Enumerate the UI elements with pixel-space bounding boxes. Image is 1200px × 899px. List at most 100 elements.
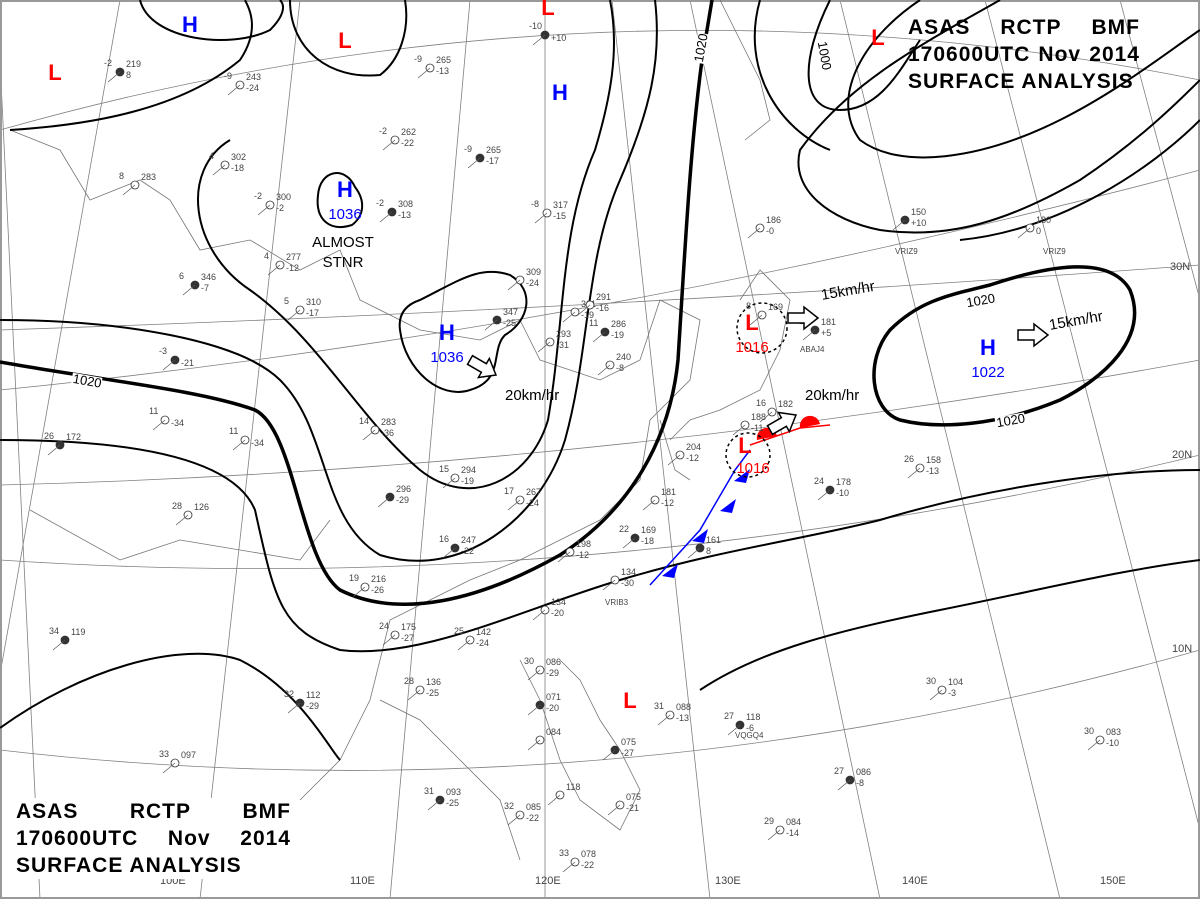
isobar-label-bg bbox=[964, 292, 997, 311]
station-plot: 22 169-18 bbox=[619, 524, 656, 549]
station-plot: 181-12 bbox=[642, 487, 676, 511]
wind-barb bbox=[607, 804, 621, 816]
station-temperature: 34 bbox=[49, 626, 59, 636]
wind-barb bbox=[667, 454, 681, 466]
wind-barb bbox=[379, 211, 393, 223]
isobar-label: 1000 bbox=[815, 40, 835, 71]
station-tendency: +10 bbox=[911, 218, 926, 228]
station-temperature: -2 bbox=[379, 126, 387, 136]
station-temperature: 16 bbox=[756, 398, 766, 408]
station-plot: 296-29 bbox=[377, 484, 411, 508]
wind-barb bbox=[122, 184, 136, 196]
station-pressure: 084 bbox=[786, 817, 801, 827]
high-pressure-symbol: H bbox=[980, 335, 996, 360]
station-temperature: 32 bbox=[284, 689, 294, 699]
station-pressure: 169 bbox=[641, 525, 656, 535]
isobar bbox=[959, 119, 1200, 241]
station-pressure: 119 bbox=[71, 627, 85, 637]
station-plot: 30 086-29 bbox=[524, 656, 561, 681]
wind-barb bbox=[212, 164, 226, 176]
station-plot: 11 -34 bbox=[149, 406, 184, 431]
wind-barb bbox=[532, 609, 546, 621]
station-tendency: -17 bbox=[306, 308, 319, 318]
station-tendency: -25 bbox=[426, 688, 439, 698]
station-plot: 134-30 bbox=[602, 567, 636, 591]
coastlines bbox=[9, 0, 791, 861]
station-plot: 134-20 bbox=[532, 597, 566, 621]
station-plot: -2 308-13 bbox=[376, 198, 413, 223]
station-plot: 25 142-24 bbox=[454, 626, 491, 651]
station-plot: -8 317-15 bbox=[531, 199, 568, 224]
station-plot: 27 118-6 bbox=[724, 711, 760, 736]
isobar-closed bbox=[398, 270, 528, 393]
title-block-top-right: ASAS RCTP BMF 170600UTC Nov 2014 SURFACE ANALY… bbox=[908, 14, 1140, 95]
station-tendency: -12 bbox=[286, 263, 299, 273]
station-tendency: 8 bbox=[126, 70, 131, 80]
longitude-label: 130E bbox=[715, 875, 741, 887]
wind-barb bbox=[759, 411, 773, 423]
station-pressure: 243 bbox=[246, 72, 261, 82]
wind-barb bbox=[267, 264, 281, 276]
station-pressure: 181 bbox=[661, 487, 676, 497]
station-pressure: 265 bbox=[486, 145, 501, 155]
station-pressure: 085 bbox=[526, 802, 541, 812]
isobar bbox=[0, 0, 658, 562]
station-pressure: 204 bbox=[686, 442, 701, 452]
latitude-label: 30N bbox=[1170, 261, 1190, 273]
station-tendency: -25 bbox=[446, 798, 459, 808]
wind-barb bbox=[537, 341, 551, 353]
station-temperature: 16 bbox=[439, 534, 449, 544]
station-plot: 4 302-18 bbox=[209, 151, 246, 176]
station-tendency: -34 bbox=[171, 418, 184, 428]
station-pressure: 134 bbox=[551, 597, 566, 607]
isobar-label: 1020 bbox=[691, 32, 711, 63]
station-pressure: 310 bbox=[306, 297, 321, 307]
station-plot: -10 +10 bbox=[529, 21, 566, 46]
station-plot: 30 083-10 bbox=[1084, 726, 1121, 751]
wind-barb bbox=[817, 489, 831, 501]
isobar-label: 1020 bbox=[995, 410, 1026, 430]
station-temperature: -8 bbox=[531, 199, 539, 209]
station-temperature: 4 bbox=[209, 151, 214, 161]
station-temperature: 27 bbox=[724, 711, 734, 721]
isobars bbox=[0, 0, 1200, 761]
isobar-1000 bbox=[807, 0, 921, 112]
station-tendency: -24 bbox=[526, 498, 539, 508]
wind-barb bbox=[837, 779, 851, 791]
wind-barb bbox=[457, 639, 471, 651]
station-plot: 309-24 bbox=[507, 267, 541, 291]
station-tendency: -10 bbox=[1106, 738, 1119, 748]
station-tendency: -15 bbox=[553, 211, 566, 221]
station-temperature: 15 bbox=[439, 464, 449, 474]
isobar bbox=[0, 439, 1200, 653]
station-temperature: 31 bbox=[424, 786, 434, 796]
title-year: 2014 bbox=[240, 827, 291, 850]
wind-barb bbox=[175, 514, 189, 526]
station-pressure: 283 bbox=[141, 172, 156, 182]
meridian bbox=[1119, 0, 1200, 301]
station-pressure: 142 bbox=[476, 627, 491, 637]
station-temperature: 8 bbox=[119, 171, 124, 181]
wind-barb bbox=[802, 329, 816, 341]
longitude-label: 110E bbox=[350, 875, 375, 887]
station-tendency: -19 bbox=[461, 476, 474, 486]
isobar bbox=[847, 0, 1200, 159]
ship-call-sign: VRIZ9 bbox=[1043, 247, 1066, 256]
pressure-centers: H L L L H L H 1036 H 1036 L 1016 L 1016 H 1022 L bbox=[48, 0, 1004, 713]
isobar-label: 1020 bbox=[965, 290, 996, 310]
station-temperature: 5 bbox=[284, 296, 289, 306]
station-plot: 188-11 bbox=[732, 412, 766, 436]
station-plot: 32 085-22 bbox=[504, 801, 541, 826]
station-temperature: 28 bbox=[404, 676, 414, 686]
station-pressure: 126 bbox=[194, 502, 209, 512]
station-plot: 8 169 bbox=[746, 301, 783, 326]
station-tendency: -27 bbox=[401, 633, 414, 643]
station-tendency: -22 bbox=[581, 860, 594, 870]
station-pressure: 083 bbox=[1106, 727, 1121, 737]
station-temperature: -9 bbox=[414, 54, 422, 64]
low-circulation-dashed bbox=[736, 302, 788, 354]
isobar-closed bbox=[316, 172, 364, 228]
